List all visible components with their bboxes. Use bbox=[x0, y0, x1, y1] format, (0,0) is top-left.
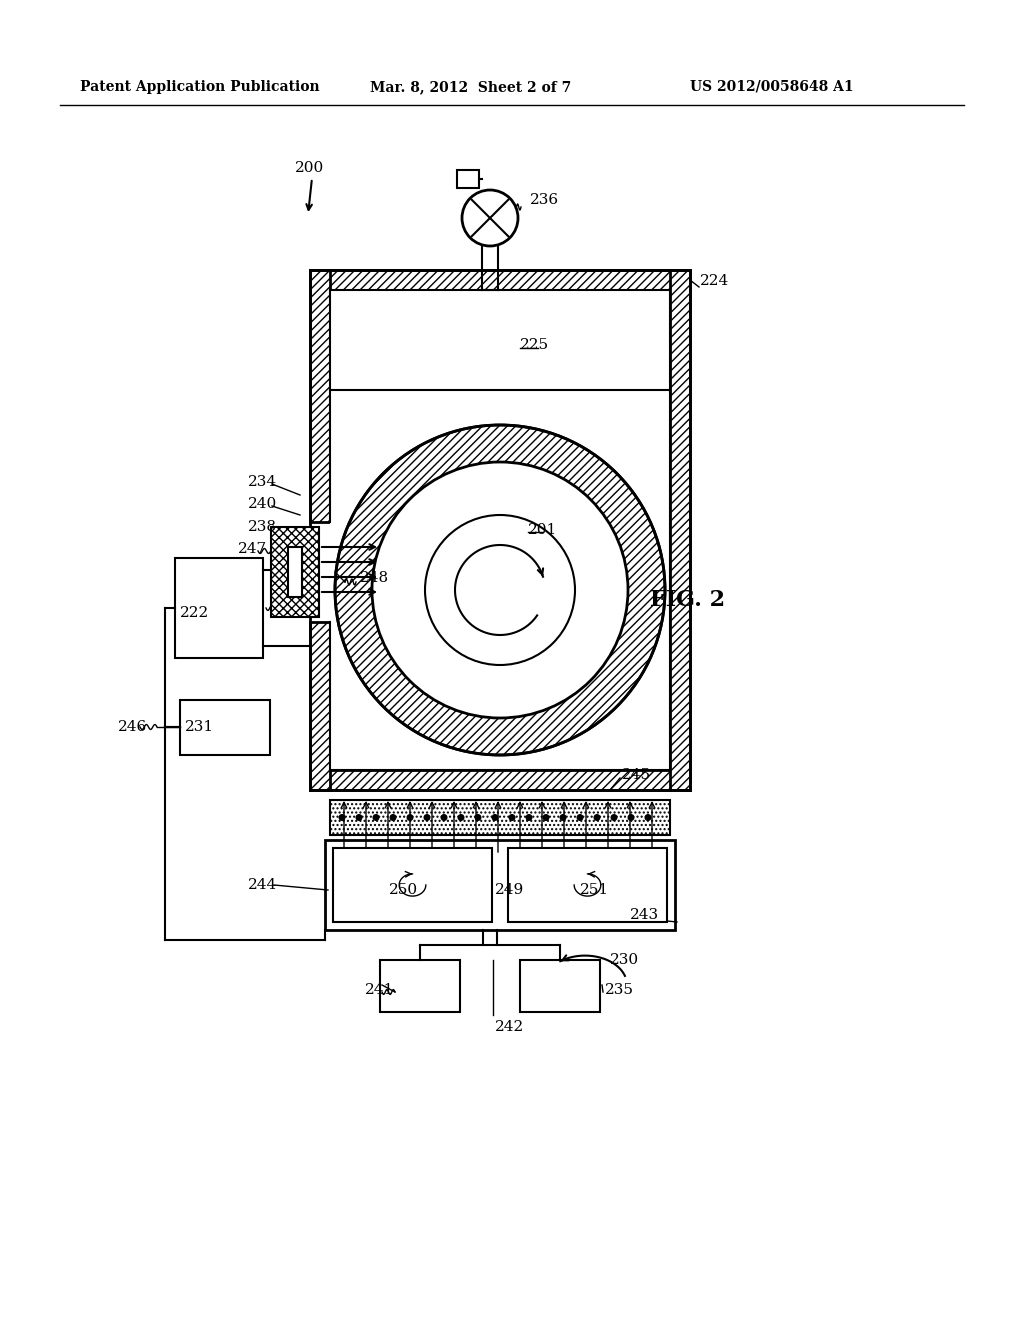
Circle shape bbox=[339, 814, 345, 821]
Text: 241: 241 bbox=[365, 983, 394, 997]
Text: Mar. 8, 2012  Sheet 2 of 7: Mar. 8, 2012 Sheet 2 of 7 bbox=[370, 81, 571, 94]
Text: 236: 236 bbox=[530, 193, 559, 207]
Text: 249: 249 bbox=[495, 883, 524, 898]
Circle shape bbox=[492, 814, 499, 821]
Bar bbox=[325, 840, 675, 931]
Circle shape bbox=[440, 814, 447, 821]
Circle shape bbox=[389, 814, 396, 821]
Circle shape bbox=[559, 814, 566, 821]
Text: 243: 243 bbox=[630, 908, 659, 921]
Bar bbox=[310, 271, 330, 521]
Text: 242: 242 bbox=[495, 1020, 524, 1034]
Text: 235: 235 bbox=[605, 983, 634, 997]
Text: 231: 231 bbox=[185, 719, 214, 734]
Text: 250: 250 bbox=[389, 883, 418, 898]
Bar bbox=[310, 770, 690, 789]
Bar bbox=[288, 546, 302, 597]
Bar bbox=[508, 847, 667, 921]
Text: 200: 200 bbox=[295, 161, 325, 176]
Text: 234: 234 bbox=[248, 475, 278, 488]
Text: 244: 244 bbox=[248, 878, 278, 892]
Bar bbox=[310, 271, 690, 290]
Circle shape bbox=[628, 814, 635, 821]
Bar bbox=[380, 960, 460, 1012]
Bar bbox=[670, 271, 690, 789]
Circle shape bbox=[525, 814, 532, 821]
Circle shape bbox=[577, 814, 584, 821]
Bar bbox=[330, 290, 670, 770]
Text: 201: 201 bbox=[528, 523, 557, 537]
Circle shape bbox=[335, 425, 665, 755]
Text: FIG. 2: FIG. 2 bbox=[650, 589, 725, 611]
Bar bbox=[271, 527, 319, 616]
Bar bbox=[333, 847, 492, 921]
Bar bbox=[180, 700, 270, 755]
Text: 246: 246 bbox=[118, 719, 147, 734]
Circle shape bbox=[543, 814, 550, 821]
Circle shape bbox=[424, 814, 430, 821]
Text: 222: 222 bbox=[180, 606, 209, 620]
Circle shape bbox=[644, 814, 651, 821]
Bar bbox=[520, 960, 600, 1012]
Circle shape bbox=[509, 814, 515, 821]
Bar bbox=[310, 622, 330, 789]
Text: 240: 240 bbox=[248, 498, 278, 511]
Bar bbox=[330, 800, 670, 836]
Circle shape bbox=[458, 814, 465, 821]
Text: 247: 247 bbox=[238, 543, 267, 556]
Text: 238: 238 bbox=[248, 520, 278, 535]
Text: Patent Application Publication: Patent Application Publication bbox=[80, 81, 319, 94]
Text: 224: 224 bbox=[700, 275, 729, 288]
Bar bbox=[457, 170, 479, 187]
Text: US 2012/0058648 A1: US 2012/0058648 A1 bbox=[690, 81, 854, 94]
Circle shape bbox=[594, 814, 600, 821]
Circle shape bbox=[474, 814, 481, 821]
Bar bbox=[175, 558, 263, 657]
Text: 245: 245 bbox=[622, 768, 651, 781]
Circle shape bbox=[407, 814, 414, 821]
Text: 248: 248 bbox=[360, 572, 389, 585]
Circle shape bbox=[355, 814, 362, 821]
Text: 251: 251 bbox=[580, 883, 608, 898]
Text: 230: 230 bbox=[610, 953, 639, 968]
Circle shape bbox=[373, 814, 380, 821]
Circle shape bbox=[610, 814, 617, 821]
Circle shape bbox=[372, 462, 628, 718]
Circle shape bbox=[462, 190, 518, 246]
Text: 225: 225 bbox=[520, 338, 549, 352]
